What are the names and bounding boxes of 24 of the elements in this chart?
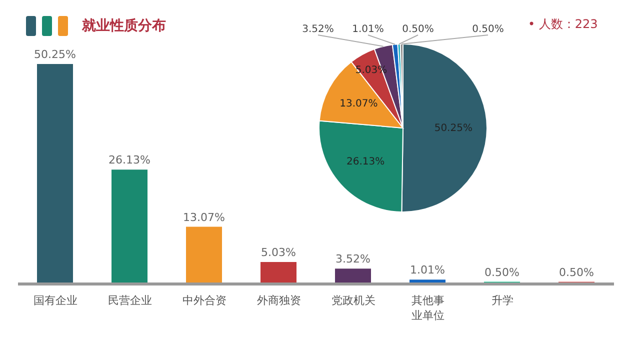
data-label: 26.13% [108, 154, 150, 167]
data-label: 1.01% [352, 24, 384, 35]
chart-title: 就业性质分布 [82, 17, 166, 35]
x-tick-label: 国有企业 [33, 294, 78, 307]
data-label: 50.25% [34, 48, 76, 61]
data-label: 13.07% [183, 210, 225, 224]
text: • 人数：223 [528, 16, 598, 33]
data-label: 0.50% [472, 24, 504, 35]
data-label: 1.01% [410, 264, 445, 277]
x-tick-label: 党政机关 [331, 294, 376, 307]
x-tick-label: 外商独资 [256, 294, 301, 307]
x-tick-label: 中外合资 [182, 294, 226, 307]
data-label: 0.50% [402, 24, 434, 35]
data-label: 50.25% [434, 122, 472, 134]
x-tick-label: 民营企业 [108, 294, 152, 307]
data-label: 13.07% [340, 98, 378, 110]
data-label: 0.50% [484, 266, 520, 279]
x-tick-label: 其他事业单位 [411, 294, 444, 322]
data-label: 5.03% [261, 246, 296, 259]
data-label: 3.52% [302, 24, 334, 35]
data-label: 0.50% [559, 266, 594, 279]
data-label: 26.13% [346, 156, 385, 168]
x-tick-label: 升学 [491, 294, 514, 307]
data-label: 3.52% [336, 252, 370, 266]
